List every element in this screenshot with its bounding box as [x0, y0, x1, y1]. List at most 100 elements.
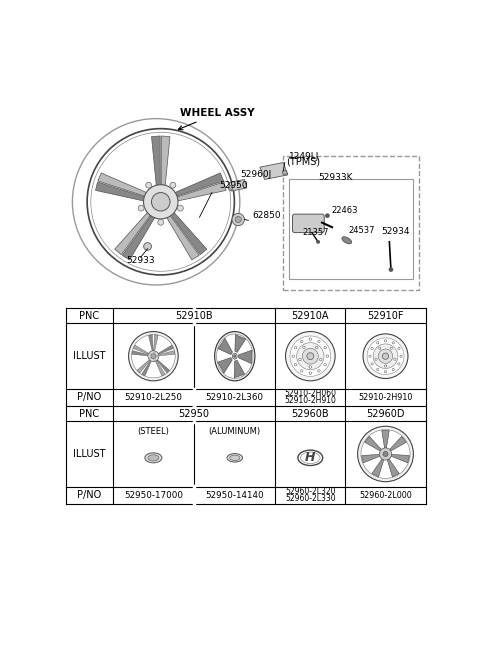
Text: 52910-2H060: 52910-2H060 [284, 390, 336, 398]
Circle shape [309, 365, 312, 368]
Text: 62850: 62850 [252, 211, 281, 220]
Circle shape [316, 240, 320, 244]
Text: 52960D: 52960D [366, 409, 405, 419]
Circle shape [320, 358, 322, 361]
Circle shape [300, 340, 303, 343]
Polygon shape [382, 430, 389, 448]
Circle shape [129, 331, 178, 381]
Circle shape [138, 205, 144, 211]
Circle shape [294, 346, 297, 349]
Text: ILLUST: ILLUST [73, 351, 106, 361]
Text: P/NO: P/NO [77, 490, 102, 500]
Polygon shape [229, 179, 247, 191]
Circle shape [371, 347, 373, 350]
Circle shape [324, 346, 326, 349]
Text: 52910-2H910: 52910-2H910 [284, 396, 336, 405]
Polygon shape [157, 360, 169, 373]
Text: (TPMS): (TPMS) [286, 157, 321, 167]
Polygon shape [142, 361, 151, 376]
Polygon shape [148, 335, 153, 351]
Circle shape [392, 368, 395, 371]
Ellipse shape [145, 453, 162, 463]
Circle shape [324, 364, 326, 366]
Polygon shape [132, 350, 148, 356]
Circle shape [394, 358, 396, 360]
Circle shape [150, 354, 151, 355]
Circle shape [151, 354, 156, 359]
Circle shape [398, 363, 400, 365]
Polygon shape [159, 350, 175, 356]
Circle shape [384, 365, 386, 367]
Circle shape [302, 348, 318, 364]
Circle shape [318, 369, 320, 372]
Circle shape [389, 267, 393, 272]
Text: PNC: PNC [79, 310, 99, 321]
Polygon shape [96, 182, 148, 202]
Circle shape [154, 352, 155, 354]
Polygon shape [161, 136, 170, 189]
Circle shape [309, 338, 312, 341]
Circle shape [371, 363, 373, 365]
Circle shape [400, 355, 402, 357]
Circle shape [294, 364, 297, 366]
Polygon shape [239, 350, 252, 364]
Circle shape [383, 451, 388, 457]
Text: 52910-2L360: 52910-2L360 [206, 393, 264, 402]
Ellipse shape [216, 334, 253, 379]
Polygon shape [218, 338, 232, 354]
Ellipse shape [230, 455, 240, 460]
Text: 21357: 21357 [302, 228, 329, 237]
Polygon shape [152, 136, 160, 189]
Circle shape [144, 185, 178, 219]
FancyBboxPatch shape [292, 214, 324, 233]
Ellipse shape [227, 454, 242, 462]
Polygon shape [133, 345, 149, 354]
Polygon shape [234, 360, 245, 378]
Circle shape [379, 347, 381, 349]
Text: 52933: 52933 [126, 256, 155, 265]
Circle shape [390, 347, 393, 349]
Circle shape [367, 338, 404, 375]
Circle shape [290, 336, 331, 377]
Polygon shape [390, 436, 407, 451]
Circle shape [170, 182, 176, 188]
Circle shape [235, 216, 241, 223]
Polygon shape [156, 361, 165, 376]
Circle shape [325, 214, 330, 218]
Polygon shape [169, 210, 207, 255]
Polygon shape [158, 345, 174, 354]
Text: 52934: 52934 [382, 227, 410, 236]
Ellipse shape [234, 355, 236, 358]
Polygon shape [218, 358, 232, 373]
Circle shape [150, 358, 151, 359]
Circle shape [297, 343, 324, 369]
Text: (STEEL): (STEEL) [137, 427, 169, 436]
Ellipse shape [148, 455, 159, 461]
Text: 52910-2L250: 52910-2L250 [124, 393, 182, 402]
Text: WHEEL ASSY: WHEEL ASSY [179, 108, 255, 130]
Circle shape [228, 185, 233, 190]
Circle shape [326, 355, 329, 358]
Circle shape [373, 344, 398, 369]
Ellipse shape [215, 331, 255, 381]
Text: 52950-17000: 52950-17000 [124, 491, 183, 500]
Circle shape [398, 347, 400, 350]
Text: 52960-2L330: 52960-2L330 [285, 494, 336, 503]
Circle shape [378, 349, 393, 364]
Circle shape [300, 369, 303, 372]
Text: 52950: 52950 [219, 181, 248, 190]
Text: 1249LJ: 1249LJ [288, 152, 319, 160]
Circle shape [148, 351, 159, 362]
Circle shape [392, 342, 395, 344]
Text: 22463: 22463 [331, 206, 358, 215]
Text: 52910B: 52910B [175, 310, 213, 321]
Circle shape [375, 358, 377, 360]
Text: 52950-14140: 52950-14140 [205, 491, 264, 500]
Text: 52950: 52950 [179, 409, 210, 419]
Text: P/NO: P/NO [77, 392, 102, 402]
Polygon shape [154, 335, 158, 351]
Polygon shape [387, 459, 399, 477]
Polygon shape [235, 335, 246, 352]
Ellipse shape [342, 236, 352, 244]
Circle shape [363, 334, 408, 379]
